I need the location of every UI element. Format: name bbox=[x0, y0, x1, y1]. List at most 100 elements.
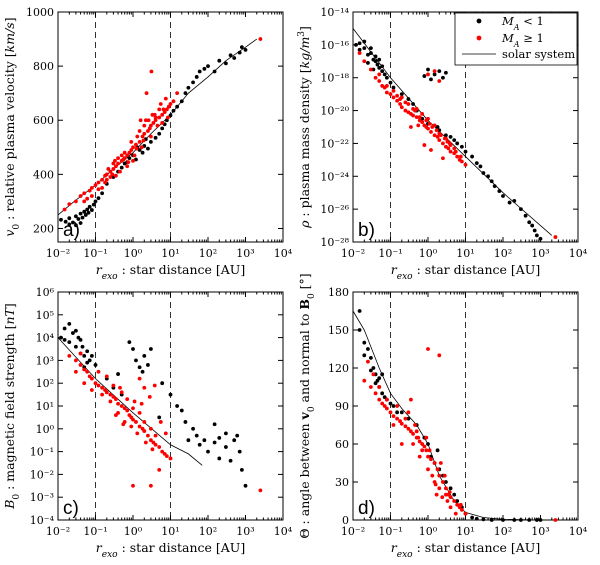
data-point-ma-ge-1 bbox=[85, 196, 90, 201]
data-point-ma-lt-1 bbox=[452, 492, 457, 497]
data-point-ma-ge-1 bbox=[111, 167, 116, 171]
data-point-ma-ge-1 bbox=[134, 420, 138, 424]
data-point-ma-lt-1 bbox=[486, 174, 490, 179]
x-tick-label: 10¹ bbox=[456, 525, 474, 538]
data-point-ma-lt-1 bbox=[448, 134, 453, 139]
data-point-ma-lt-1 bbox=[62, 337, 67, 342]
data-point-ma-lt-1 bbox=[380, 69, 385, 74]
data-point-ma-ge-1 bbox=[125, 153, 130, 158]
data-point-ma-lt-1 bbox=[194, 75, 199, 79]
data-point-ma-lt-1 bbox=[134, 157, 138, 162]
data-point-ma-lt-1 bbox=[85, 207, 90, 212]
y-tick-label: 10⁻²⁶ bbox=[320, 203, 349, 216]
data-point-ma-ge-1 bbox=[452, 499, 457, 503]
data-point-ma-ge-1 bbox=[430, 125, 435, 129]
data-point-ma-ge-1 bbox=[366, 359, 370, 364]
data-point-ma-lt-1 bbox=[538, 518, 543, 522]
data-point-ma-ge-1 bbox=[417, 115, 422, 120]
data-point-ma-lt-1 bbox=[366, 347, 370, 351]
data-point-ma-ge-1 bbox=[403, 416, 408, 421]
data-point-ma-ge-1 bbox=[435, 467, 440, 472]
data-point-ma-ge-1 bbox=[104, 177, 109, 182]
data-point-ma-lt-1 bbox=[523, 213, 528, 218]
data-point-ma-ge-1 bbox=[391, 95, 396, 100]
label-part: exo bbox=[102, 550, 118, 560]
data-point-ma-ge-1 bbox=[414, 115, 419, 120]
data-point-ma-ge-1 bbox=[139, 145, 144, 150]
data-point-ma-ge-1 bbox=[157, 445, 162, 449]
data-point-ma-lt-1 bbox=[357, 309, 362, 313]
data-point-ma-ge-1 bbox=[398, 97, 402, 101]
data-point-ma-lt-1 bbox=[470, 515, 475, 520]
data-point-ma-ge-1 bbox=[137, 129, 142, 133]
data-point-ma-ge-1 bbox=[440, 495, 445, 500]
label-part: exo bbox=[397, 550, 413, 560]
legend-label: MA ≥ 1 bbox=[501, 31, 544, 49]
y-tick-label: 10¹ bbox=[36, 400, 54, 413]
y-tick-label: 10⁻¹ bbox=[30, 446, 54, 459]
x-axis-label: rexo : star distance [AU] bbox=[96, 262, 245, 282]
data-point-ma-lt-1 bbox=[406, 416, 411, 421]
label-part: exo bbox=[397, 272, 413, 282]
data-point-ma-ge-1 bbox=[67, 353, 72, 358]
x-tick-label: 10⁻² bbox=[341, 247, 365, 260]
data-point-ma-ge-1 bbox=[443, 486, 448, 491]
data-point-ma-lt-1 bbox=[354, 42, 358, 47]
data-point-ma-ge-1 bbox=[362, 59, 367, 64]
label-part: r bbox=[96, 262, 103, 277]
data-point-ma-ge-1 bbox=[395, 404, 400, 408]
data-point-ma-lt-1 bbox=[80, 215, 85, 220]
label-part: Θ bbox=[297, 528, 312, 538]
data-point-ma-ge-1 bbox=[388, 92, 393, 97]
data-point-ma-ge-1 bbox=[455, 502, 460, 507]
data-point-ma-ge-1 bbox=[420, 448, 425, 453]
data-point-ma-ge-1 bbox=[463, 162, 468, 167]
data-point-ma-ge-1 bbox=[406, 426, 411, 431]
data-point-ma-lt-1 bbox=[357, 47, 362, 52]
data-point-ma-ge-1 bbox=[142, 420, 147, 424]
data-point-ma-lt-1 bbox=[93, 199, 98, 204]
data-point-ma-ge-1 bbox=[146, 129, 150, 133]
panel-c: 10⁻² 10⁻¹ 10⁰ 10¹ 10² 10³ 10⁴ 10⁻⁴ 10⁻³ 10⁻² 10⁻¹ 1… bbox=[30, 286, 293, 560]
data-point-ma-lt-1 bbox=[186, 438, 191, 443]
data-point-ma-ge-1 bbox=[141, 138, 146, 143]
data-point-ma-ge-1 bbox=[119, 390, 124, 395]
data-point-ma-ge-1 bbox=[82, 381, 87, 386]
x-tick-label: 10⁻² bbox=[46, 247, 70, 260]
data-point-ma-lt-1 bbox=[357, 328, 362, 332]
data-point-ma-ge-1 bbox=[163, 96, 168, 101]
label-part: 0 bbox=[12, 494, 22, 500]
data-point-ma-ge-1 bbox=[368, 67, 373, 72]
y-tick-label: 10⁻² bbox=[30, 468, 54, 481]
data-point-ma-lt-1 bbox=[78, 221, 83, 225]
data-point-ma-lt-1 bbox=[183, 420, 188, 424]
data-point-ma-lt-1 bbox=[478, 164, 483, 169]
data-point-ma-ge-1 bbox=[78, 363, 83, 367]
label-part: : relative plasma velocity [ bbox=[2, 52, 17, 224]
data-point-ma-lt-1 bbox=[127, 340, 132, 345]
y-tick-label: 150 bbox=[328, 324, 349, 337]
label-part: and normal to bbox=[297, 310, 312, 407]
data-point-ma-ge-1 bbox=[424, 118, 429, 123]
data-point-ma-lt-1 bbox=[443, 70, 448, 75]
data-point-ma-lt-1 bbox=[179, 408, 184, 413]
data-point-ma-ge-1 bbox=[403, 108, 408, 113]
x-tick-label: 10² bbox=[199, 247, 217, 260]
data-point-ma-ge-1 bbox=[160, 121, 165, 125]
data-point-ma-ge-1 bbox=[175, 91, 180, 96]
data-point-ma-ge-1 bbox=[362, 378, 367, 383]
data-point-ma-ge-1 bbox=[131, 417, 135, 422]
data-point-ma-ge-1 bbox=[137, 410, 142, 415]
data-point-ma-ge-1 bbox=[114, 173, 118, 178]
x-tick-label: 10⁴ bbox=[274, 525, 293, 538]
data-point-ma-lt-1 bbox=[83, 213, 88, 217]
data-point-ma-lt-1 bbox=[235, 433, 240, 438]
data-point-ma-lt-1 bbox=[459, 144, 464, 149]
data-point-ma-lt-1 bbox=[217, 58, 222, 63]
data-point-ma-lt-1 bbox=[368, 46, 373, 51]
label-part: 0 bbox=[307, 406, 317, 412]
y-tick-label: 10⁻¹⁴ bbox=[320, 6, 349, 19]
data-point-ma-ge-1 bbox=[391, 414, 396, 419]
data-point-ma-lt-1 bbox=[137, 148, 142, 152]
